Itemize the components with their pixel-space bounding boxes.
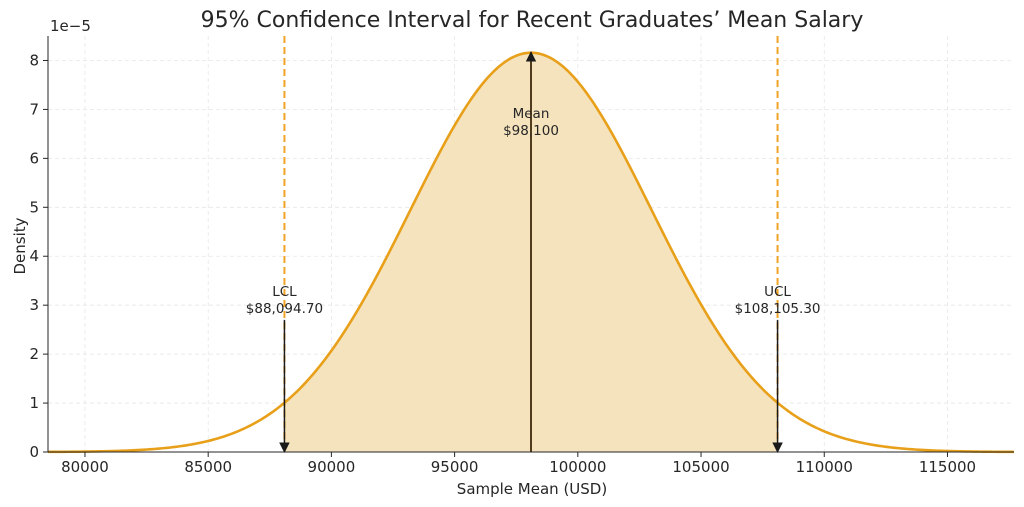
x-tick-label: 80000 bbox=[61, 458, 109, 476]
mean-value: $98,100 bbox=[503, 123, 559, 139]
mean-label: Mean bbox=[513, 106, 550, 122]
y-tick-label: 2 bbox=[29, 345, 39, 363]
lcl-label: LCL bbox=[272, 284, 297, 300]
y-tick-label: 8 bbox=[29, 51, 39, 69]
chart-title: 95% Confidence Interval for Recent Gradu… bbox=[201, 8, 864, 33]
x-tick-label: 100000 bbox=[549, 458, 606, 476]
ucl-label: UCL bbox=[764, 284, 791, 300]
y-tick-label: 6 bbox=[29, 149, 39, 167]
x-tick-label: 115000 bbox=[919, 458, 976, 476]
lcl-value: $88,094.70 bbox=[246, 301, 323, 317]
axes bbox=[47, 36, 1014, 453]
y-tick-label: 5 bbox=[29, 198, 39, 216]
y-axis-label: Density bbox=[11, 217, 29, 274]
x-tick-label: 90000 bbox=[308, 458, 356, 476]
y-tick-label: 1 bbox=[29, 394, 39, 412]
y-tick-label: 3 bbox=[29, 296, 39, 314]
x-tick-label: 105000 bbox=[672, 458, 729, 476]
y-tick-label: 4 bbox=[29, 247, 39, 265]
x-tick-label: 85000 bbox=[184, 458, 232, 476]
y-tick-label: 0 bbox=[29, 443, 39, 461]
y-tick-label: 7 bbox=[29, 100, 39, 118]
x-tick-label: 110000 bbox=[796, 458, 853, 476]
y-axis-ticks: 0 1 2 3 4 5 6 7 8 bbox=[29, 51, 48, 461]
ucl-value: $108,105.30 bbox=[735, 301, 821, 317]
x-axis-label: Sample Mean (USD) bbox=[457, 480, 607, 498]
annotation-arrows bbox=[279, 51, 783, 454]
x-tick-label: 95000 bbox=[431, 458, 479, 476]
y-axis-scale-label: 1e−5 bbox=[50, 17, 91, 35]
x-axis-ticks: 80000 85000 90000 95000 100000 105000 110000 11… bbox=[61, 452, 976, 476]
annotations: LCL$88,094.70 Mean$98,100 UCL$108,105.30 bbox=[246, 106, 821, 317]
